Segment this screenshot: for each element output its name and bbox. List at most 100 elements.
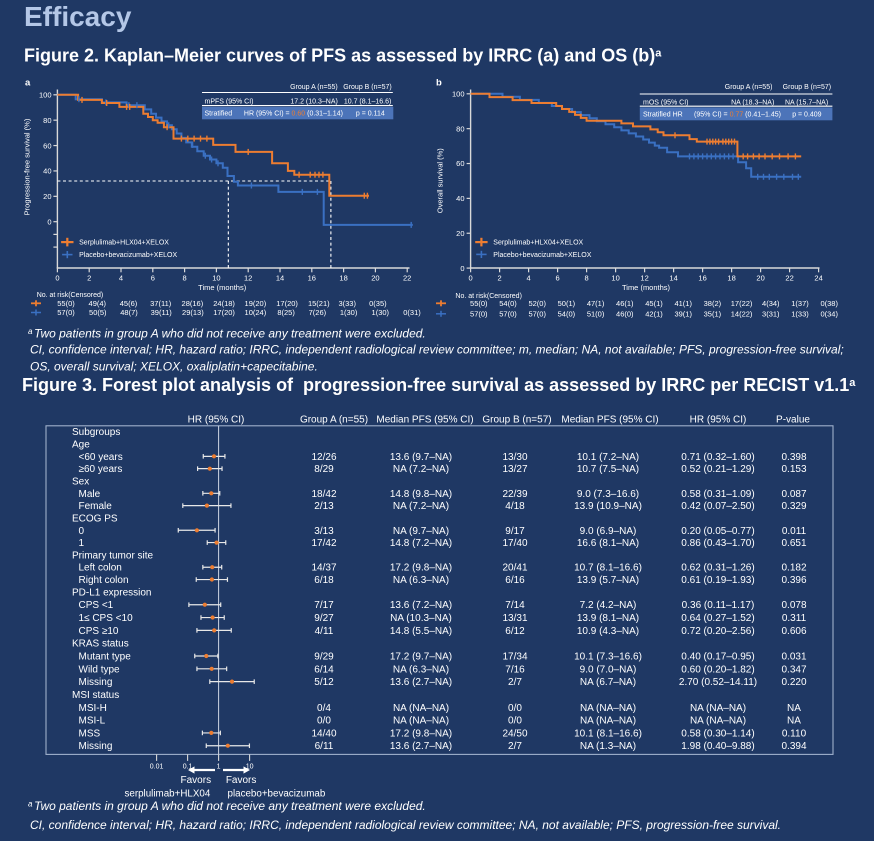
svg-text:46(1): 46(1) bbox=[616, 299, 634, 308]
svg-text:0.64 (0.27–1.52): 0.64 (0.27–1.52) bbox=[681, 613, 754, 624]
svg-text:Left colon: Left colon bbox=[79, 563, 122, 574]
svg-text:13.6 (2.7–NA): 13.6 (2.7–NA) bbox=[390, 677, 452, 688]
svg-text:4: 4 bbox=[527, 274, 531, 283]
svg-text:2/7: 2/7 bbox=[508, 677, 522, 688]
svg-text:CPS <1: CPS <1 bbox=[79, 600, 114, 611]
svg-text:NA (NA–NA): NA (NA–NA) bbox=[393, 716, 449, 727]
svg-text:20: 20 bbox=[456, 229, 464, 238]
svg-text:54(0): 54(0) bbox=[499, 299, 517, 308]
svg-text:17.2 (9.8–NA): 17.2 (9.8–NA) bbox=[390, 728, 452, 739]
svg-text:Group A (n=55): Group A (n=55) bbox=[725, 84, 773, 91]
svg-text:NA (7.2–NA): NA (7.2–NA) bbox=[393, 501, 449, 512]
svg-text:1(30): 1(30) bbox=[372, 308, 390, 317]
svg-text:HR (95% CI): HR (95% CI) bbox=[188, 414, 245, 425]
svg-text:57(0): 57(0) bbox=[57, 308, 75, 317]
svg-text:14: 14 bbox=[669, 274, 677, 283]
svg-text:6/14: 6/14 bbox=[314, 664, 334, 675]
svg-text:Female: Female bbox=[79, 501, 113, 512]
svg-text:Serplulimab+HLX04+XELOX: Serplulimab+HLX04+XELOX bbox=[493, 240, 583, 247]
svg-text:10: 10 bbox=[212, 274, 220, 283]
svg-text:0.01: 0.01 bbox=[150, 764, 164, 771]
svg-text:0.398: 0.398 bbox=[781, 452, 806, 463]
svg-text:Median PFS (95% CI): Median PFS (95% CI) bbox=[561, 414, 658, 425]
svg-text:24(18): 24(18) bbox=[213, 299, 235, 308]
svg-text:57(0): 57(0) bbox=[470, 310, 488, 319]
svg-text:0.20 (0.05–0.77): 0.20 (0.05–0.77) bbox=[681, 526, 754, 537]
svg-text:9/17: 9/17 bbox=[505, 526, 525, 537]
svg-text:NA (NA–NA): NA (NA–NA) bbox=[690, 716, 746, 727]
svg-text:20/41: 20/41 bbox=[502, 563, 527, 574]
svg-text:7/16: 7/16 bbox=[505, 664, 525, 675]
svg-text:CPS ≥10: CPS ≥10 bbox=[79, 626, 119, 637]
svg-text:17.2 (9.7–NA): 17.2 (9.7–NA) bbox=[390, 652, 452, 663]
svg-text:9.0 (7.3–16.6): 9.0 (7.3–16.6) bbox=[577, 489, 639, 500]
svg-text:16: 16 bbox=[308, 274, 316, 283]
svg-text:p = 0.114: p = 0.114 bbox=[356, 111, 385, 118]
svg-text:16.6 (8.1–NA): 16.6 (8.1–NA) bbox=[577, 538, 639, 549]
svg-text:KRAS status: KRAS status bbox=[72, 639, 129, 650]
svg-text:0: 0 bbox=[460, 264, 464, 273]
svg-text:a: a bbox=[28, 327, 33, 336]
svg-text:4(34): 4(34) bbox=[762, 299, 780, 308]
svg-text:14.8 (7.2–NA): 14.8 (7.2–NA) bbox=[390, 538, 452, 549]
svg-text:40: 40 bbox=[456, 194, 464, 203]
svg-text:18/42: 18/42 bbox=[311, 489, 336, 500]
svg-text:22/39: 22/39 bbox=[502, 489, 527, 500]
svg-text:12: 12 bbox=[244, 274, 252, 283]
svg-text:8/29: 8/29 bbox=[314, 464, 334, 475]
svg-text:Group A (n=55): Group A (n=55) bbox=[300, 414, 368, 425]
svg-text:Time (months): Time (months) bbox=[198, 283, 247, 292]
svg-text:39(11): 39(11) bbox=[151, 308, 173, 317]
svg-text:4: 4 bbox=[119, 274, 123, 283]
svg-text:mPFS (95% CI): mPFS (95% CI) bbox=[205, 98, 254, 105]
svg-text:MSS: MSS bbox=[79, 728, 101, 739]
svg-text:Group A (n=55): Group A (n=55) bbox=[290, 84, 338, 91]
svg-text:2: 2 bbox=[87, 274, 91, 283]
svg-text:6/18: 6/18 bbox=[314, 575, 334, 586]
svg-text:13.6 (9.7–NA): 13.6 (9.7–NA) bbox=[390, 452, 452, 463]
svg-text:Sex: Sex bbox=[72, 476, 89, 487]
svg-text:17(20): 17(20) bbox=[213, 308, 235, 317]
svg-text:18: 18 bbox=[727, 274, 735, 283]
svg-text:17/40: 17/40 bbox=[502, 538, 527, 549]
svg-text:Placebo+bevacizumab+XELOX: Placebo+bevacizumab+XELOX bbox=[493, 252, 591, 259]
svg-text:3/13: 3/13 bbox=[314, 526, 334, 537]
svg-text:7.2 (4.2–NA): 7.2 (4.2–NA) bbox=[580, 600, 637, 611]
svg-text:0.182: 0.182 bbox=[781, 563, 806, 574]
svg-text:51(0): 51(0) bbox=[587, 310, 605, 319]
svg-text:Progression-free survival (%): Progression-free survival (%) bbox=[23, 118, 32, 215]
svg-text:HR (95% CI) = 0.60 (0.31–1.14): HR (95% CI) = 0.60 (0.31–1.14) bbox=[244, 111, 343, 118]
svg-text:0.52 (0.21–1.29): 0.52 (0.21–1.29) bbox=[681, 464, 754, 475]
svg-text:0.36 (0.11–1.17): 0.36 (0.11–1.17) bbox=[682, 600, 755, 611]
svg-text:≥60 years: ≥60 years bbox=[79, 464, 123, 475]
svg-text:80: 80 bbox=[456, 124, 464, 133]
svg-text:0.71 (0.32–1.60): 0.71 (0.32–1.60) bbox=[681, 452, 754, 463]
svg-text:5/12: 5/12 bbox=[314, 677, 334, 688]
svg-text:0.311: 0.311 bbox=[782, 613, 807, 624]
svg-text:Missing: Missing bbox=[79, 677, 113, 688]
svg-text:p = 0.409: p = 0.409 bbox=[792, 111, 821, 118]
svg-text:2: 2 bbox=[498, 274, 502, 283]
svg-text:NA (NA–NA): NA (NA–NA) bbox=[690, 703, 746, 714]
svg-text:Figure 2. Kaplan–Meier curves: Figure 2. Kaplan–Meier curves of PFS as … bbox=[24, 45, 662, 65]
svg-text:17(20): 17(20) bbox=[276, 299, 298, 308]
svg-text:6/12: 6/12 bbox=[505, 626, 525, 637]
svg-text:0.61 (0.19–1.93): 0.61 (0.19–1.93) bbox=[681, 575, 754, 586]
svg-text:0/0: 0/0 bbox=[508, 716, 522, 727]
svg-text:6/11: 6/11 bbox=[315, 741, 334, 752]
svg-text:Two patients in group A who di: Two patients in group A who did not rece… bbox=[34, 327, 426, 341]
svg-text:a: a bbox=[28, 800, 33, 809]
svg-text:HR (95% CI): HR (95% CI) bbox=[690, 414, 747, 425]
svg-text:1(30): 1(30) bbox=[340, 308, 358, 317]
svg-text:placebo+bevacizumab: placebo+bevacizumab bbox=[228, 789, 326, 800]
svg-text:13.6 (2.7–NA): 13.6 (2.7–NA) bbox=[390, 741, 452, 752]
svg-text:48(7): 48(7) bbox=[120, 308, 138, 317]
svg-text:6/16: 6/16 bbox=[505, 575, 525, 586]
svg-text:100: 100 bbox=[452, 90, 465, 99]
svg-text:14: 14 bbox=[276, 274, 284, 283]
svg-text:0.40 (0.17–0.95): 0.40 (0.17–0.95) bbox=[681, 652, 754, 663]
svg-text:12: 12 bbox=[640, 274, 648, 283]
svg-text:0.58 (0.30–1.14): 0.58 (0.30–1.14) bbox=[681, 728, 754, 739]
svg-text:55(0): 55(0) bbox=[57, 299, 75, 308]
svg-text:1.98 (0.40–9.88): 1.98 (0.40–9.88) bbox=[681, 741, 754, 752]
